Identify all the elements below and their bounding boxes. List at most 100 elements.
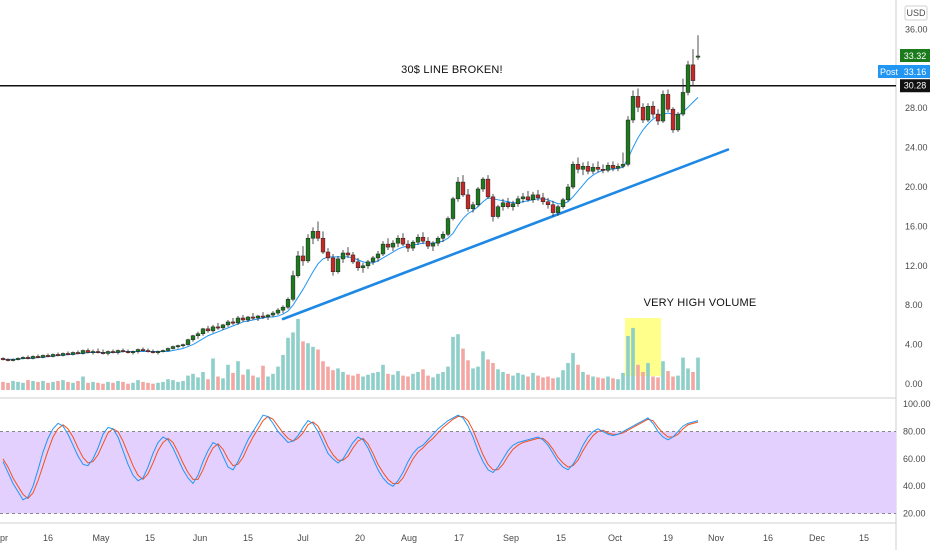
candle (580, 162, 586, 176)
volume-bar (331, 370, 335, 390)
currency-label[interactable]: USD (904, 5, 928, 21)
volume-bar (51, 381, 55, 390)
candle (10, 358, 16, 362)
volume-bar (236, 361, 240, 390)
volume-bar (266, 376, 270, 390)
candle (365, 259, 371, 269)
volume-bar (256, 377, 260, 390)
volume-bar (631, 327, 635, 390)
volume-bar (176, 381, 180, 390)
volume-bar (626, 336, 630, 390)
volume-bar (321, 361, 325, 390)
volume-bar (301, 341, 305, 390)
time-tick-label: Sep (503, 533, 519, 543)
volume-bar (346, 374, 350, 390)
volume-bar (491, 363, 495, 390)
candle (115, 349, 121, 355)
volume-bar (86, 382, 90, 390)
candle (165, 347, 171, 352)
volume-bar (206, 379, 210, 390)
candle (400, 233, 406, 247)
volume-bar (566, 363, 570, 390)
price-tick-label: 16.00 (905, 221, 928, 231)
candle (40, 354, 46, 359)
volume-bar (501, 372, 505, 390)
time-tick-label: 15 (859, 533, 869, 543)
candle (335, 255, 341, 274)
candle (195, 331, 201, 339)
volume-bar (281, 354, 285, 390)
candle (325, 248, 331, 261)
candle (295, 251, 301, 278)
oscillator-tick-label: 20.00 (903, 509, 926, 519)
candle (15, 357, 21, 361)
candle (560, 197, 566, 209)
candle (575, 157, 581, 174)
candle (120, 348, 126, 353)
volume-bar (641, 372, 645, 390)
oscillator-tick-label: 60.00 (903, 454, 926, 464)
candle (25, 355, 31, 360)
volume-bar (316, 349, 320, 390)
candle (345, 247, 351, 258)
volume-bar (496, 369, 500, 390)
price-tick-label: 24.00 (905, 143, 928, 153)
candle (570, 161, 576, 189)
candle (550, 200, 556, 217)
candle (270, 311, 276, 318)
candle (585, 161, 591, 175)
volume-bar (246, 369, 250, 390)
candle (685, 60, 691, 96)
price-tick-label: 8.00 (905, 300, 923, 310)
candle (610, 161, 616, 172)
volume-bar (106, 381, 110, 390)
volume-bar (416, 372, 420, 390)
candle (595, 161, 601, 173)
support-trendline[interactable] (281, 148, 730, 321)
candle (35, 354, 41, 359)
volume-highlight-box (625, 318, 661, 376)
candle (85, 348, 91, 354)
moving-average-line (3, 97, 699, 360)
volume-bar (556, 377, 560, 390)
candle (625, 116, 631, 167)
volume-bar (356, 373, 360, 390)
volume-bar (31, 381, 35, 390)
volume-bar (646, 363, 650, 390)
volume-bar (336, 368, 340, 390)
volume-bar (696, 357, 700, 390)
volume-bar (436, 373, 440, 390)
time-tick-label: pr (0, 533, 8, 543)
candle (245, 316, 251, 322)
volume-bar (466, 360, 470, 390)
oscillator-axis-ticks: 100.00 80.00 60.00 40.00 20.00 (903, 399, 931, 518)
oscillator-tick-label: 100.00 (903, 399, 931, 409)
candle (55, 352, 61, 357)
candle (105, 350, 111, 356)
volume-bar (591, 376, 595, 390)
time-tick-label: 16 (763, 533, 773, 543)
candle (695, 35, 701, 60)
candle (0, 357, 6, 361)
candle (275, 308, 281, 316)
candle (215, 322, 221, 330)
candle (310, 227, 316, 245)
volume-bar (161, 381, 165, 390)
candle (30, 355, 36, 360)
volume-bar (326, 366, 330, 390)
volume-bar (21, 382, 25, 390)
volume-bar (606, 376, 610, 390)
volume-bar (541, 377, 545, 390)
candle (210, 324, 216, 333)
volume-bar (486, 359, 490, 390)
candle (660, 90, 666, 123)
volume-bar (586, 374, 590, 390)
candle (650, 101, 656, 119)
candle (395, 235, 401, 248)
time-tick-label: 20 (355, 533, 365, 543)
candle (305, 234, 311, 263)
time-tick-label: May (92, 533, 110, 543)
volume-bar (101, 383, 105, 390)
candle (445, 216, 451, 237)
